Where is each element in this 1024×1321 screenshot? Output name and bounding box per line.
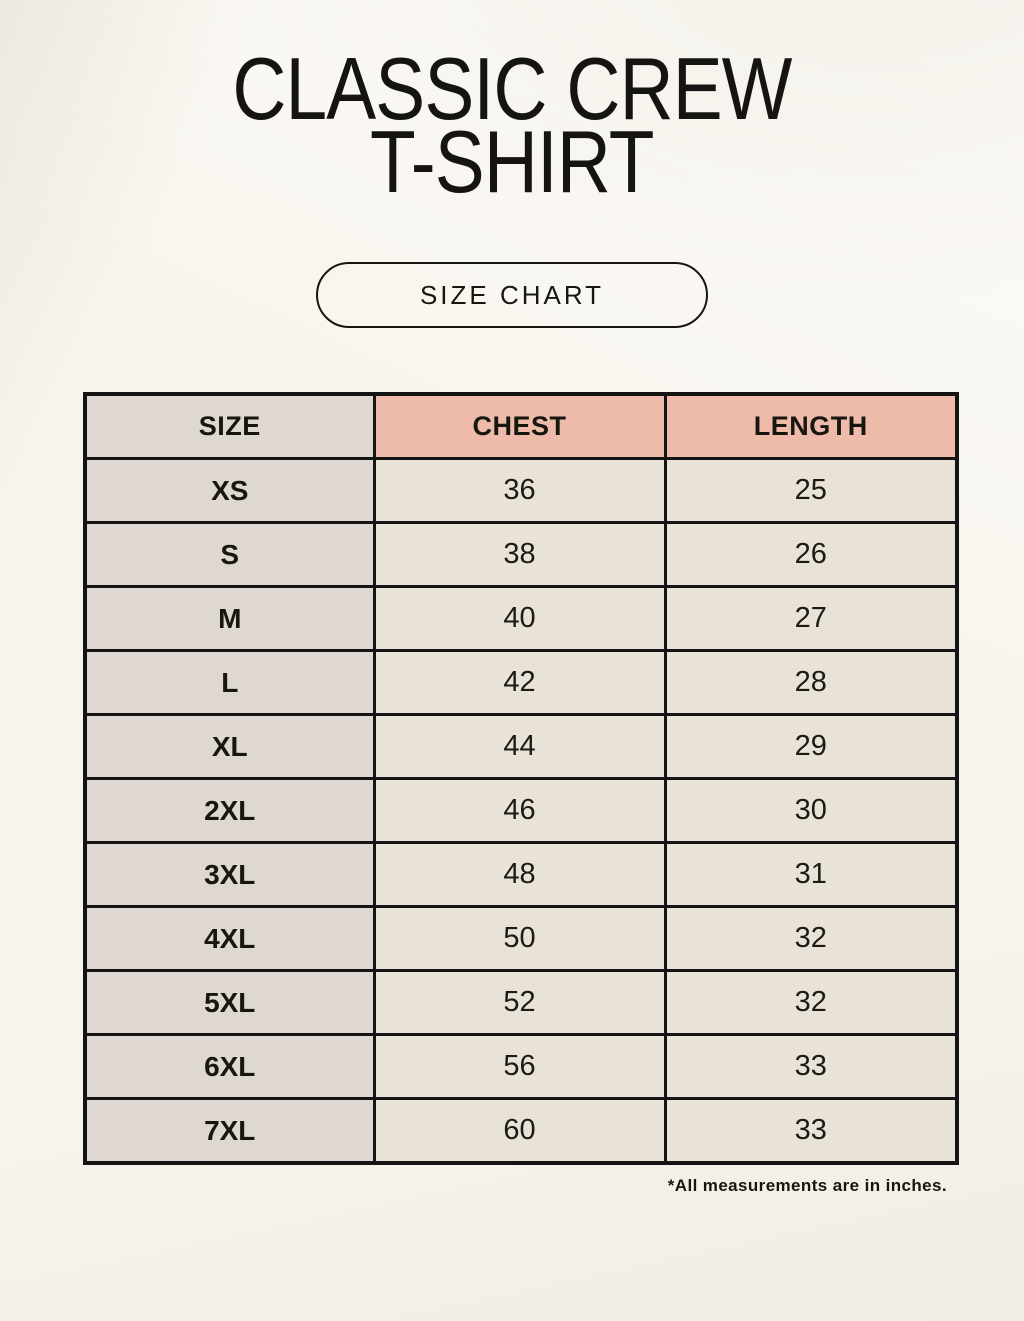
table-row-5xl: 5XL 52 32 — [83, 969, 959, 1037]
page-title-line-2: T-SHIRT — [370, 112, 654, 212]
table-row-3xl: 3XL 48 31 — [83, 841, 959, 909]
size-label: M — [83, 585, 376, 653]
size-chart-button-row: SIZE CHART — [0, 262, 1024, 329]
size-chart-table-container: SIZE CHEST LENGTH XS 36 25 S 38 26 M — [83, 392, 959, 1166]
chest-value: 40 — [372, 585, 667, 653]
size-label: 3XL — [83, 841, 376, 909]
size-label: 5XL — [83, 969, 376, 1037]
length-value: 28 — [663, 649, 959, 717]
table-row-l: L 42 28 — [83, 649, 959, 717]
table-row-7xl: 7XL 60 33 — [83, 1097, 959, 1165]
length-value: 32 — [663, 905, 959, 973]
chest-value: 50 — [372, 905, 667, 973]
chest-value: 38 — [372, 521, 667, 589]
chest-value: 36 — [372, 457, 667, 525]
chest-value: 42 — [372, 649, 667, 717]
size-chart-table: SIZE CHEST LENGTH XS 36 25 S 38 26 M — [83, 392, 959, 1166]
page-title: CLASSIC CREW T-SHIRT — [0, 0, 1024, 212]
table-row-m: M 40 27 — [83, 585, 959, 653]
size-label: S — [83, 521, 376, 589]
size-label: 4XL — [83, 905, 376, 973]
size-label: XS — [83, 457, 376, 525]
length-value: 29 — [663, 713, 959, 781]
length-value: 31 — [663, 841, 959, 909]
table-row-6xl: 6XL 56 33 — [83, 1033, 959, 1101]
column-header-length: LENGTH — [663, 392, 959, 461]
page-title-line-1: CLASSIC CREW — [232, 39, 792, 138]
length-value: 27 — [663, 585, 959, 653]
chest-value: 60 — [372, 1097, 667, 1165]
length-value: 26 — [663, 521, 959, 589]
size-label: XL — [83, 713, 376, 781]
chest-value: 48 — [372, 841, 667, 909]
length-value: 32 — [663, 969, 959, 1037]
table-row-xs: XS 36 25 — [83, 457, 959, 525]
length-value: 33 — [663, 1033, 959, 1101]
measurements-footnote: *All measurements are in inches. — [667, 1176, 947, 1196]
length-value: 30 — [663, 777, 959, 845]
chest-value: 46 — [372, 777, 667, 845]
table-row-2xl: 2XL 46 30 — [83, 777, 959, 845]
column-header-chest: CHEST — [372, 392, 667, 461]
chest-value: 44 — [372, 713, 667, 781]
column-header-size: SIZE — [83, 392, 376, 461]
size-label: 7XL — [83, 1097, 376, 1165]
size-label: 6XL — [83, 1033, 376, 1101]
size-label: 2XL — [83, 777, 376, 845]
table-row-xl: XL 44 29 — [83, 713, 959, 781]
chest-value: 56 — [372, 1033, 667, 1101]
table-row-s: S 38 26 — [83, 521, 959, 589]
chest-value: 52 — [372, 969, 667, 1037]
table-header-row: SIZE CHEST LENGTH — [83, 392, 959, 461]
size-chart-button[interactable]: SIZE CHART — [316, 262, 708, 329]
length-value: 25 — [663, 457, 959, 525]
length-value: 33 — [663, 1097, 959, 1165]
table-row-4xl: 4XL 50 32 — [83, 905, 959, 973]
size-label: L — [83, 649, 376, 717]
